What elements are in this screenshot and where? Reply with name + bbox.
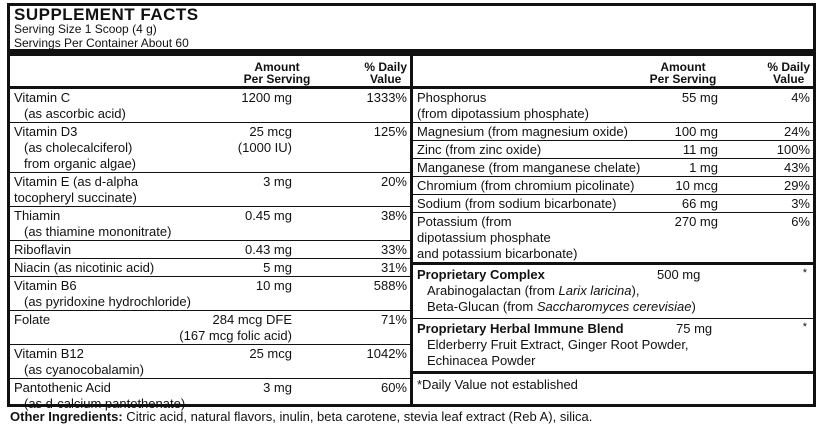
nutrient-name: Pantothenic Acid (as d-calcium pantothena… <box>14 380 186 411</box>
nutrient-name: Niacin (as nicotinic acid) <box>14 260 155 275</box>
nutrient-amount: 3 mg <box>263 174 292 189</box>
serving-size: Serving Size 1 Scoop (4 g) <box>14 22 157 36</box>
nutrient-name: Phosphorus (from dipotassium phosphate) <box>417 90 589 121</box>
nutrient-row: Niacin (as nicotinic acid) 5 mg 31% <box>10 259 410 277</box>
nutrient-row: Potassium (from dipotassium phosphate and … <box>413 213 813 262</box>
blend-dv: * <box>802 321 807 333</box>
amount-header: Amount Per Serving <box>243 60 311 86</box>
blend-amount: 75 mg <box>676 321 713 336</box>
right-column: Amount Per Serving % Daily Value Phosphoru… <box>413 56 813 404</box>
nutrient-name: Manganese (from manganese chelate) <box>417 160 641 175</box>
nutrient-name: Vitamin B6 (as pyridoxine hydrochloride) <box>14 278 191 309</box>
nutrient-daily-value: 20% <box>380 174 407 189</box>
nutrient-name: Zinc (from zinc oxide) <box>417 142 542 157</box>
nutrient-amount: 5 mg <box>263 260 292 275</box>
nutrient-daily-value: 125% <box>373 124 407 139</box>
nutrient-daily-value: 100% <box>776 142 810 157</box>
nutrient-amount: 0.45 mg <box>245 208 292 223</box>
nutrient-daily-value: 1042% <box>366 346 407 361</box>
nutrient-row: Vitamin B12 (as cyanocobalamin) 25 mcg 1042… <box>10 345 410 379</box>
nutrient-row: Thiamin (as thiamine mononitrate) 0.45 mg 3… <box>10 207 410 241</box>
blend-dv: * <box>802 267 807 279</box>
nutrient-amount: 66 mg <box>681 196 718 211</box>
dv-header: % Daily Value <box>364 60 407 86</box>
nutrient-name: Magnesium (from magnesium oxide) <box>417 124 628 139</box>
nutrient-row: Sodium (from sodium bicarbonate) 66 mg 3% <box>413 195 813 213</box>
column-header: Amount Per Serving % Daily Value <box>413 56 813 89</box>
nutrient-amount: 100 mg <box>674 124 718 139</box>
dv-header: % Daily Value <box>767 60 810 86</box>
nutrient-row: Phosphorus (from dipotassium phosphate) 55… <box>413 89 813 123</box>
nutrient-name: Folate <box>14 312 51 327</box>
nutrient-amount: 10 mcg <box>675 178 718 193</box>
blend-ingredient: Echinacea Powder <box>427 353 536 368</box>
other-ingredients: Other Ingredients: Citric acid, natural … <box>10 409 593 424</box>
nutrient-daily-value: 71% <box>380 312 407 327</box>
nutrient-daily-value: 6% <box>791 214 810 229</box>
blend-ingredient: Elderberry Fruit Extract, Ginger Root Po… <box>427 337 689 352</box>
nutrient-name: Sodium (from sodium bicarbonate) <box>417 196 617 211</box>
nutrient-name: Vitamin B12 (as cyanocobalamin) <box>14 346 144 377</box>
nutrient-amount: 270 mg <box>674 214 718 229</box>
nutrient-name: Chromium (from chromium picolinate) <box>417 178 635 193</box>
nutrient-amount: 284 mcg DFE (167 mcg folic acid) <box>179 312 292 343</box>
nutrient-name: Vitamin D3 (as cholecalciferol) from organ… <box>14 124 136 171</box>
nutrient-row: Chromium (from chromium picolinate) 10 mc… <box>413 177 813 195</box>
column-header: Amount Per Serving % Daily Value <box>10 56 410 89</box>
blend-name: Proprietary Herbal Immune Blend <box>417 321 624 336</box>
nutrient-daily-value: 4% <box>791 90 810 105</box>
nutrient-row: Vitamin C (as ascorbic acid) 1200 mg 1333% <box>10 89 410 123</box>
nutrient-amount: 1 mg <box>689 160 718 175</box>
nutrient-row: Vitamin B6 (as pyridoxine hydrochloride) 1… <box>10 277 410 311</box>
blend-name: Proprietary Complex <box>417 267 545 282</box>
herbal-immune-blend: Proprietary Herbal Immune Blend 75 mg * … <box>413 319 813 371</box>
nutrient-name: Vitamin C (as ascorbic acid) <box>14 90 126 121</box>
nutrient-row: Folate 284 mcg DFE (167 mcg folic acid) 71% <box>10 311 410 345</box>
blend-ingredient: Beta-Glucan (from Saccharomyces cerevisi… <box>427 299 696 314</box>
nutrient-amount: 25 mcg (1000 IU) <box>237 124 292 155</box>
nutrient-amount: 0.43 mg <box>245 242 292 257</box>
nutrient-amount: 55 mg <box>681 90 718 105</box>
amount-header: Amount Per Serving <box>649 60 717 86</box>
nutrient-row: Pantothenic Acid (as d-calcium pantothena… <box>10 379 410 412</box>
proprietary-complex: Proprietary Complex 500 mg * Arabinogala… <box>413 262 813 319</box>
nutrient-daily-value: 33% <box>380 242 407 257</box>
servings-per-container: Servings Per Container About 60 <box>14 36 189 50</box>
nutrient-daily-value: 3% <box>791 196 810 211</box>
nutrient-daily-value: 43% <box>783 160 810 175</box>
nutrient-amount: 1200 mg <box>241 90 292 105</box>
nutrient-row: Magnesium (from magnesium oxide) 100 mg 24… <box>413 123 813 141</box>
left-column: Amount Per Serving % Daily Value Vitamin C… <box>10 56 413 411</box>
nutrient-name: Vitamin E (as d-alpha tocopheryl succinat… <box>14 174 139 205</box>
nutrient-daily-value: 38% <box>380 208 407 223</box>
panel-title: SUPPLEMENT FACTS <box>14 5 199 24</box>
nutrient-row: Vitamin D3 (as cholecalciferol) from organ… <box>10 123 410 173</box>
nutrient-amount: 11 mg <box>682 142 718 157</box>
blend-ingredient: Arabinogalactan (from Larix laricina), <box>427 283 640 298</box>
nutrient-daily-value: 60% <box>380 380 407 395</box>
nutrient-name: Riboflavin <box>14 242 72 257</box>
nutrient-daily-value: 31% <box>380 260 407 275</box>
blend-amount: 500 mg <box>657 267 701 282</box>
nutrient-row: Zinc (from zinc oxide) 11 mg 100% <box>413 141 813 159</box>
supplement-facts-panel: SUPPLEMENT FACTS Serving Size 1 Scoop (4… <box>7 3 816 411</box>
nutrient-row: Riboflavin 0.43 mg 33% <box>10 241 410 259</box>
nutrient-daily-value: 29% <box>783 178 810 193</box>
footnote: *Daily Value not established <box>413 371 813 393</box>
nutrient-name: Potassium (from dipotassium phosphate and … <box>417 214 578 261</box>
nutrient-amount: 10 mg <box>255 278 292 293</box>
nutrient-row: Vitamin E (as d-alpha tocopheryl succinat… <box>10 173 410 207</box>
nutrient-name: Thiamin (as thiamine mononitrate) <box>14 208 172 239</box>
nutrient-amount: 25 mcg <box>249 346 292 361</box>
nutrient-daily-value: 1333% <box>366 90 407 105</box>
nutrient-daily-value: 588% <box>373 278 407 293</box>
nutrient-amount: 3 mg <box>263 380 292 395</box>
nutrient-row: Manganese (from manganese chelate) 1 mg 43… <box>413 159 813 177</box>
divider-bar <box>10 49 813 56</box>
nutrient-daily-value: 24% <box>783 124 810 139</box>
